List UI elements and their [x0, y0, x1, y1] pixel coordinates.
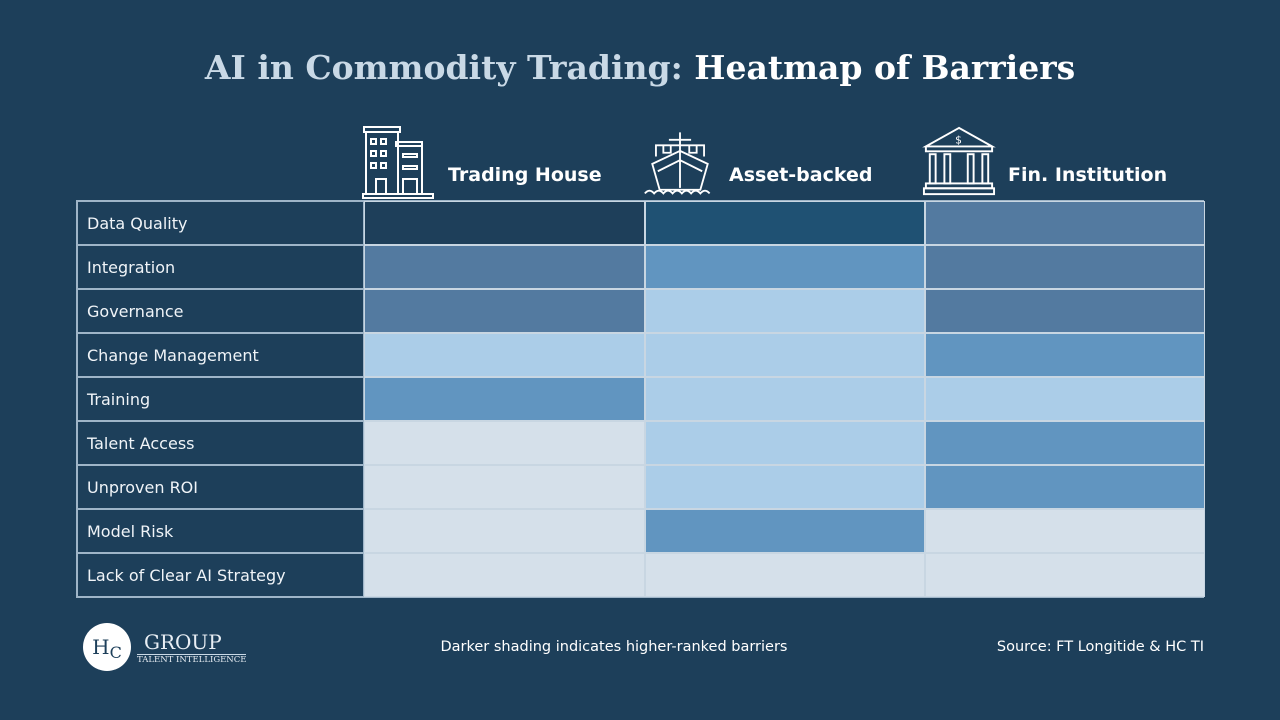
title-part-1: AI in Commodity Trading: — [204, 48, 683, 87]
column-header-asset-backed: Asset-backed — [643, 124, 872, 200]
row-label: Change Management — [77, 333, 364, 377]
heatmap-cell — [925, 421, 1205, 465]
heatmap-cell — [364, 289, 645, 333]
row-label: Integration — [77, 245, 364, 289]
heatmap-cell — [645, 421, 925, 465]
heatmap-cell — [925, 245, 1205, 289]
row-label: Unproven ROI — [77, 465, 364, 509]
column-label: Fin. Institution — [1008, 164, 1168, 186]
heatmap-cell — [364, 553, 645, 597]
heatmap-cell — [364, 421, 645, 465]
heatmap-cell — [645, 333, 925, 377]
heatmap-cell — [925, 201, 1205, 245]
heatmap-cell — [645, 377, 925, 421]
row-label: Lack of Clear AI Strategy — [77, 553, 364, 597]
heatmap-cell — [364, 333, 645, 377]
heatmap-cell — [925, 289, 1205, 333]
chart-title: AI in Commodity Trading: Heatmap of Barr… — [0, 48, 1280, 87]
row-label: Talent Access — [77, 421, 364, 465]
logo-sub: TALENT INTELLIGENCE — [137, 654, 247, 665]
bank-icon: $ — [922, 126, 996, 196]
column-header-fin-institution: $ Fin. Institution — [922, 124, 1167, 200]
heatmap-cell — [645, 201, 925, 245]
heatmap-cell — [364, 509, 645, 553]
heatmap-cell — [925, 377, 1205, 421]
row-label: Model Risk — [77, 509, 364, 553]
row-label: Training — [77, 377, 364, 421]
column-label: Trading House — [448, 164, 602, 186]
row-label: Data Quality — [77, 201, 364, 245]
heatmap-cell — [925, 553, 1205, 597]
heatmap-cell — [364, 201, 645, 245]
heatmap-cell — [645, 289, 925, 333]
heatmap-cell — [645, 465, 925, 509]
heatmap-cell — [925, 465, 1205, 509]
heatmap-cell — [364, 465, 645, 509]
heatmap-cell — [925, 333, 1205, 377]
svg-text:$: $ — [955, 134, 962, 147]
title-part-2: Heatmap of Barriers — [694, 48, 1076, 87]
cargo-ship-icon — [644, 132, 711, 195]
heatmap-cell — [645, 245, 925, 289]
heatmap-cell — [645, 553, 925, 597]
column-header-trading-house: Trading House — [362, 124, 602, 200]
heatmap-cell — [364, 377, 645, 421]
source-note: Source: FT Longitide & HC TI — [996, 639, 1204, 655]
heatmap-cell — [364, 245, 645, 289]
heatmap-cell — [645, 509, 925, 553]
heatmap-cell — [925, 509, 1205, 553]
logo-group: GROUP — [137, 630, 247, 655]
office-building-icon — [362, 126, 434, 199]
column-label: Asset-backed — [729, 164, 873, 186]
heatmap-grid: Data Quality Integration Governance Change … — [76, 200, 1205, 598]
row-label: Governance — [77, 289, 364, 333]
legend-note: Darker shading indicates higher-ranked b… — [440, 639, 788, 655]
